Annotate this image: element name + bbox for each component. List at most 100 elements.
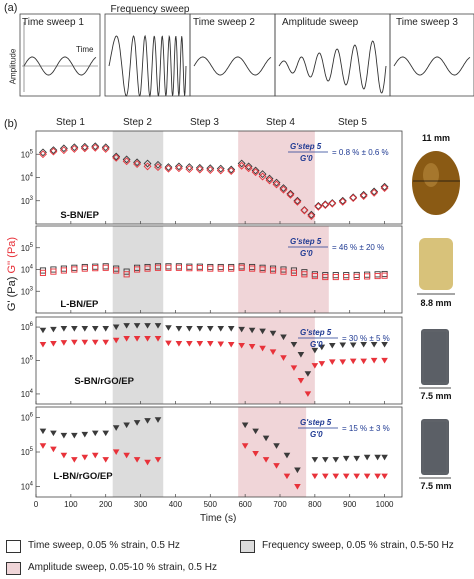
g-double-prime-point	[39, 443, 47, 449]
x-tick-label: 300	[134, 500, 148, 509]
g-prime-point	[279, 184, 288, 193]
legend-label-frequency-sweep: Frequency sweep, 0.05 % strain, 0.5-50 H…	[262, 540, 454, 551]
g-prime-point	[332, 272, 339, 279]
y-tick-label: 103	[21, 196, 34, 206]
g-prime-point	[59, 144, 68, 153]
x-tick-label: 500	[204, 500, 218, 509]
g-prime-point	[91, 430, 99, 437]
g-double-prime-point	[123, 271, 130, 278]
g-double-prime-point	[49, 147, 58, 156]
g-prime-point	[70, 143, 79, 152]
photo-caption: 7.5 mm	[420, 481, 451, 491]
g-prime-point	[50, 266, 57, 273]
g-prime-point	[154, 417, 162, 423]
g-prime-point	[60, 265, 67, 272]
sample-photo-texture	[422, 330, 448, 384]
g-double-prime-point	[206, 341, 214, 347]
box-label-frequency-sweep: Frequency sweep	[110, 4, 190, 15]
g-double-prime-point	[294, 483, 301, 490]
g-prime-point	[143, 159, 152, 168]
g-prime-point	[50, 326, 57, 333]
g-double-prime-point	[342, 473, 350, 480]
g-prime-point	[363, 454, 371, 461]
g-double-prime-point	[102, 457, 110, 463]
panel-a-x-label: Time	[76, 45, 94, 54]
g-double-prime-point	[265, 176, 274, 185]
g-prime-point	[144, 323, 151, 329]
g-double-prime-point	[332, 273, 339, 281]
g-double-prime-point	[123, 336, 130, 342]
g-prime-point	[262, 435, 270, 442]
legend-swatch-amplitude-sweep	[6, 562, 21, 575]
frequency-sweep-region	[112, 131, 164, 224]
box-label-time-sweep-3: Time sweep 3	[396, 17, 458, 28]
ratio-numerator: G'step 5	[300, 418, 332, 427]
g-prime-point	[311, 457, 319, 463]
g-double-prime-point	[39, 341, 47, 348]
g-double-prime-point	[71, 266, 78, 273]
g-double-prime-point	[123, 452, 130, 459]
g-prime-point	[332, 457, 340, 463]
plot-frame	[35, 406, 403, 498]
g-prime-point	[244, 162, 253, 171]
g-double-prime-point	[238, 342, 245, 349]
plot-frame	[35, 316, 403, 405]
g-double-prime-point	[50, 446, 57, 453]
panel-a-waveforms	[19, 13, 474, 98]
g-prime-point	[196, 325, 204, 332]
g-double-prime-point	[60, 267, 67, 274]
g-prime-point	[258, 170, 267, 179]
g-double-prime-point	[216, 166, 225, 175]
step-label-3: Step 3	[190, 117, 219, 128]
step-label-2: Step 2	[123, 117, 152, 128]
g-double-prime-point	[122, 157, 131, 166]
g-double-prime-point	[91, 339, 99, 346]
g-double-prime-point	[112, 337, 120, 344]
photo-caption: 11 mm	[422, 133, 450, 143]
g-prime-point	[174, 162, 183, 171]
sample-photo: 7.5 mm	[419, 329, 452, 401]
g-double-prime-point	[328, 359, 336, 366]
g-prime-point	[293, 196, 302, 205]
g-double-prime-point	[290, 365, 298, 371]
waveform-time-1	[23, 56, 97, 76]
panel-a-label: (a)	[4, 2, 18, 14]
waveform-amp-4	[278, 40, 387, 94]
g-double-prime-point	[91, 452, 99, 459]
g-prime-point	[154, 160, 162, 169]
g-prime-point	[60, 325, 68, 332]
g-prime-point	[265, 174, 274, 183]
g-prime-point	[238, 326, 245, 333]
g-double-prime-point	[286, 190, 295, 199]
g-prime-point	[102, 325, 110, 332]
g-double-prime-point	[381, 272, 388, 279]
g-prime-point	[251, 166, 260, 175]
ratio-numerator: G'step 5	[290, 142, 322, 151]
photo-caption: 7.5 mm	[420, 391, 451, 401]
g-double-prime-point	[92, 265, 99, 272]
g-prime-point	[144, 418, 151, 424]
g-double-prime-point	[144, 336, 151, 342]
g-prime-point	[338, 196, 347, 205]
g-double-prime-point	[381, 357, 388, 364]
g-prime-point	[122, 155, 131, 164]
g-prime-point	[228, 263, 235, 271]
panel-b-charts: 105 104 103 S-BN/EP G'step 5 G'0 = 0.8 % ± 0.6…	[21, 130, 460, 509]
g-prime-point	[39, 327, 47, 334]
g-prime-point	[92, 263, 99, 270]
amplitude-sweep-region	[238, 407, 307, 497]
g-double-prime-point	[297, 378, 305, 384]
g-double-prime-point	[238, 264, 245, 271]
step-label-5: Step 5	[338, 117, 367, 128]
g-prime-point	[269, 330, 277, 337]
sample-name: S-BN/EP	[60, 210, 99, 221]
ratio-denominator: G'0	[300, 249, 313, 258]
waveform-freq-2	[108, 34, 187, 98]
g-prime-point	[283, 452, 291, 459]
frequency-sweep-region	[112, 317, 164, 404]
g-double-prime-point	[154, 457, 162, 463]
g-double-prime-point	[102, 339, 110, 346]
g-prime-point	[307, 210, 316, 219]
g-prime-point	[165, 325, 172, 331]
g-prime-point	[349, 342, 357, 349]
